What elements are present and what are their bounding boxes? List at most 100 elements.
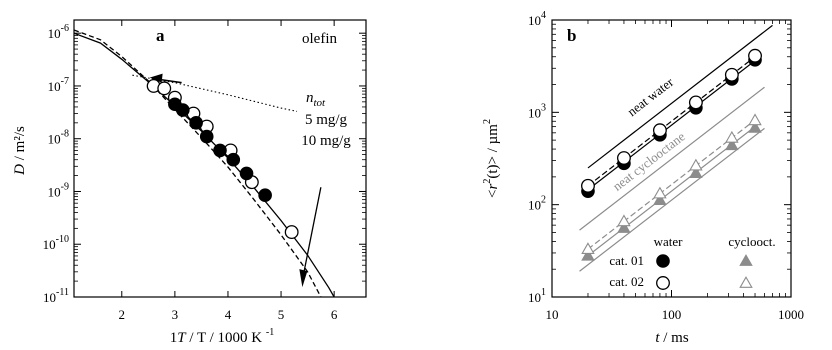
legend-marker-cyclooct-cat02 [739,276,753,288]
label-neat-water: neat water [624,74,676,119]
data-point-filled-circle [239,166,254,181]
data-point-open-triangle [617,214,631,227]
y-tick-mantissa: 10 [528,198,541,213]
y-tick-mantissa: 10 [48,26,61,41]
y-tick-mantissa: 10 [528,290,541,305]
data-point-filled-triangle [581,248,595,261]
y-tick-mantissa: 10 [43,290,56,305]
data-point-open-circle [581,178,595,193]
data-point-open-triangle [725,130,739,143]
y-tick-label: 10-6 [48,23,69,41]
x-tick-label: 4 [225,307,232,322]
y-tick-mantissa: 10 [528,105,541,120]
y-tick-exponent: -6 [61,23,69,34]
y-tick-exponent: 1 [541,287,546,298]
data-point-open-circle [616,151,631,165]
data-point-filled-triangle [748,120,762,133]
ntot-main: n [306,90,314,106]
panel-a-title: olefin [302,31,337,47]
ntot-label: ntot [306,90,326,109]
x-axis-label: t / ms [655,330,689,346]
data-point-filled-triangle [725,138,739,151]
y-label-r: r [485,183,501,189]
data-point-open-triangle [689,158,703,171]
y-axis-label-unit: / m²/s [12,126,28,164]
panel-letter-b: b [567,26,576,45]
y-tick-label: 10-7 [48,76,69,94]
y-label-arg: (t) [485,164,501,178]
data-point-filled-circle [258,188,272,203]
model-curve-solid [74,32,335,297]
arrow-down-head [299,269,308,288]
x-axis-label: 1T / T / 1000 K -1 [170,327,274,346]
y-label-sup: 2 [482,179,493,184]
data-point-open-triangle [653,186,667,199]
legend-header-water: water [654,234,684,249]
y-tick-exponent: -8 [61,129,69,140]
legend-row-cat02: cat. 02 [609,274,644,289]
legend-header-cyclooct: cyclooct. [728,234,775,249]
y-axis-label: D / m²/s [12,126,28,176]
y-tick-label: 104 [528,10,546,28]
y-tick-label: 103 [528,102,546,120]
y-label-sup2: 2 [482,119,493,124]
y-tick-label: 10-11 [43,287,69,305]
ntot-subscript: tot [314,97,327,109]
y-label-unit: > / µm [485,124,501,165]
data-point-open-circle [748,48,762,63]
fit-line-solid [579,127,765,272]
y-axis-label: <r2(t)> / µm2 [482,119,501,198]
y-tick-exponent: -10 [56,234,69,245]
y-tick-exponent: -9 [61,181,69,192]
ntot-value-5: 5 mg/g [305,112,348,128]
x-tick-label: 1000 [778,307,804,322]
data-point-filled-triangle [617,221,631,233]
arrow-down-line [302,187,322,276]
y-label-open: < [485,189,501,197]
y-tick-mantissa: 10 [48,132,61,147]
y-tick-mantissa: 10 [528,13,541,28]
y-tick-mantissa: 10 [43,237,56,252]
x-axis-label-t: t [655,330,660,346]
y-tick-label: 10-9 [48,181,69,199]
y-tick-exponent: -11 [56,287,69,298]
model-curve-dashed [74,29,322,297]
data-point-filled-triangle [653,193,667,206]
legend-marker-water-cat01 [656,254,670,268]
x-axis-label-one: 1 [170,330,178,346]
plot-frame [73,19,367,298]
data-point-open-circle [284,225,299,240]
data-point-filled-circle [189,116,203,130]
x-tick-label: 6 [331,307,338,322]
data-point-open-circle [652,123,667,138]
ntot-value-10: 10 mg/g [301,133,351,149]
panel-letter-a: a [156,26,165,45]
x-tick-label: 100 [662,307,682,322]
y-tick-exponent: 2 [541,195,546,206]
y-tick-label: 10-8 [48,129,69,147]
arrow-left-head [149,73,163,83]
y-tick-exponent: -7 [61,76,69,87]
x-tick-label: 10 [546,307,559,322]
x-axis-label-unit: / T / 1000 K [186,330,266,346]
data-point-open-triangle [748,113,762,126]
data-point-filled-circle [213,143,227,158]
y-tick-exponent: 4 [541,10,546,21]
legend-marker-water-cat02 [656,276,670,290]
data-point-filled-circle [176,103,190,117]
data-point-filled-circle [226,152,241,167]
y-tick-label: 102 [528,195,546,213]
legend-marker-cyclooct-cat01 [739,254,753,266]
line-neat-cyclooctane [579,86,765,231]
x-tick-label: 3 [172,307,179,322]
x-tick-label: 5 [278,307,285,322]
x-axis-label-sup: -1 [266,327,274,338]
data-point-open-circle [157,81,172,96]
data-point-open-triangle [581,242,595,255]
y-tick-mantissa: 10 [48,79,61,94]
y-tick-label: 10-10 [43,234,69,252]
line-neat-water [587,24,773,169]
